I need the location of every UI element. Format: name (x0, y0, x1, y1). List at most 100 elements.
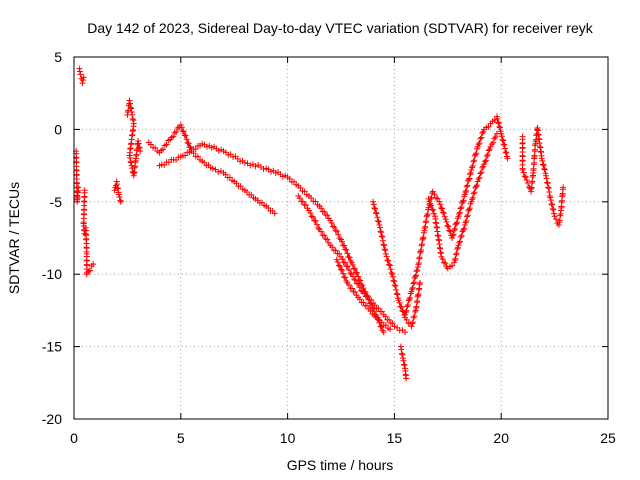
data-point (429, 206, 436, 213)
data-point (469, 196, 476, 203)
data-point (496, 124, 503, 131)
data-point (128, 109, 135, 116)
data-point (409, 319, 416, 326)
data-point (544, 180, 551, 187)
data-point (477, 135, 484, 142)
data-point (409, 284, 416, 291)
data-point (398, 350, 405, 357)
data-point (543, 172, 550, 179)
data-point (372, 205, 379, 212)
data-point (371, 302, 378, 309)
data-point (460, 227, 467, 234)
data-point (388, 269, 395, 276)
data-point (438, 204, 445, 211)
data-point (408, 323, 415, 330)
data-point (329, 244, 336, 251)
y-tick-label: -5 (50, 194, 63, 210)
data-point (545, 185, 552, 192)
data-point (449, 262, 456, 269)
data-point (386, 316, 393, 323)
data-point (411, 275, 418, 282)
data-point (307, 209, 314, 216)
data-point (467, 170, 474, 177)
data-point (321, 208, 328, 215)
data-point (160, 146, 166, 153)
data-point (399, 351, 406, 358)
data-point (465, 207, 472, 214)
data-point (464, 182, 471, 189)
data-point (453, 220, 460, 227)
data-point (549, 201, 556, 208)
data-point (539, 157, 546, 164)
data-point (130, 169, 137, 176)
data-point (152, 144, 159, 151)
data-point (372, 209, 379, 216)
data-point (136, 144, 143, 151)
data-point (382, 250, 389, 257)
data-point (341, 242, 348, 249)
data-point (453, 250, 460, 257)
data-point (130, 117, 137, 124)
data-point (127, 104, 134, 111)
data-point (410, 280, 417, 287)
data-point (468, 198, 475, 205)
data-point (247, 162, 254, 169)
data-point (461, 225, 468, 232)
data-point (403, 375, 410, 382)
data-point (478, 134, 485, 141)
data-point (311, 217, 318, 224)
data-point (348, 285, 355, 292)
data-point (297, 184, 304, 191)
data-point (367, 307, 374, 314)
data-point (301, 188, 308, 195)
data-point (404, 303, 411, 310)
data-point (500, 137, 507, 144)
data-point (471, 189, 478, 196)
data-point (328, 219, 335, 226)
data-point (401, 362, 408, 369)
data-point (393, 290, 400, 297)
data-point (376, 221, 383, 228)
data-point (463, 218, 470, 225)
data-point (470, 190, 477, 197)
data-point (136, 144, 143, 151)
data-point (377, 224, 384, 231)
data-point (352, 289, 359, 296)
data-point (117, 198, 124, 205)
data-point (500, 141, 507, 148)
data-point (411, 313, 418, 320)
data-point (496, 123, 503, 130)
data-point (90, 261, 97, 268)
data-point (491, 116, 498, 123)
data-point (475, 176, 482, 183)
data-point (451, 257, 458, 264)
data-point (342, 274, 349, 281)
data-point (485, 123, 492, 130)
data-point (354, 270, 361, 276)
data-point (386, 262, 393, 269)
data-point (126, 97, 133, 104)
data-point (129, 111, 136, 118)
data-point (459, 198, 466, 205)
data-point (344, 250, 351, 257)
data-point (548, 201, 555, 208)
data-point (449, 232, 456, 239)
data-point (181, 132, 188, 139)
data-point (352, 277, 359, 284)
data-point (494, 115, 501, 122)
data-point (439, 205, 446, 212)
data-point (371, 311, 378, 318)
data-point (352, 269, 359, 276)
data-point (475, 141, 482, 148)
data-point (544, 179, 551, 186)
plot-frame (73, 56, 609, 420)
data-point (77, 71, 84, 78)
data-point (394, 291, 401, 298)
data-point (479, 164, 486, 171)
data-point (334, 259, 341, 266)
data-point (457, 205, 464, 212)
data-point (370, 198, 377, 205)
data-point (182, 152, 189, 159)
data-point (333, 228, 340, 235)
data-point (389, 320, 396, 327)
